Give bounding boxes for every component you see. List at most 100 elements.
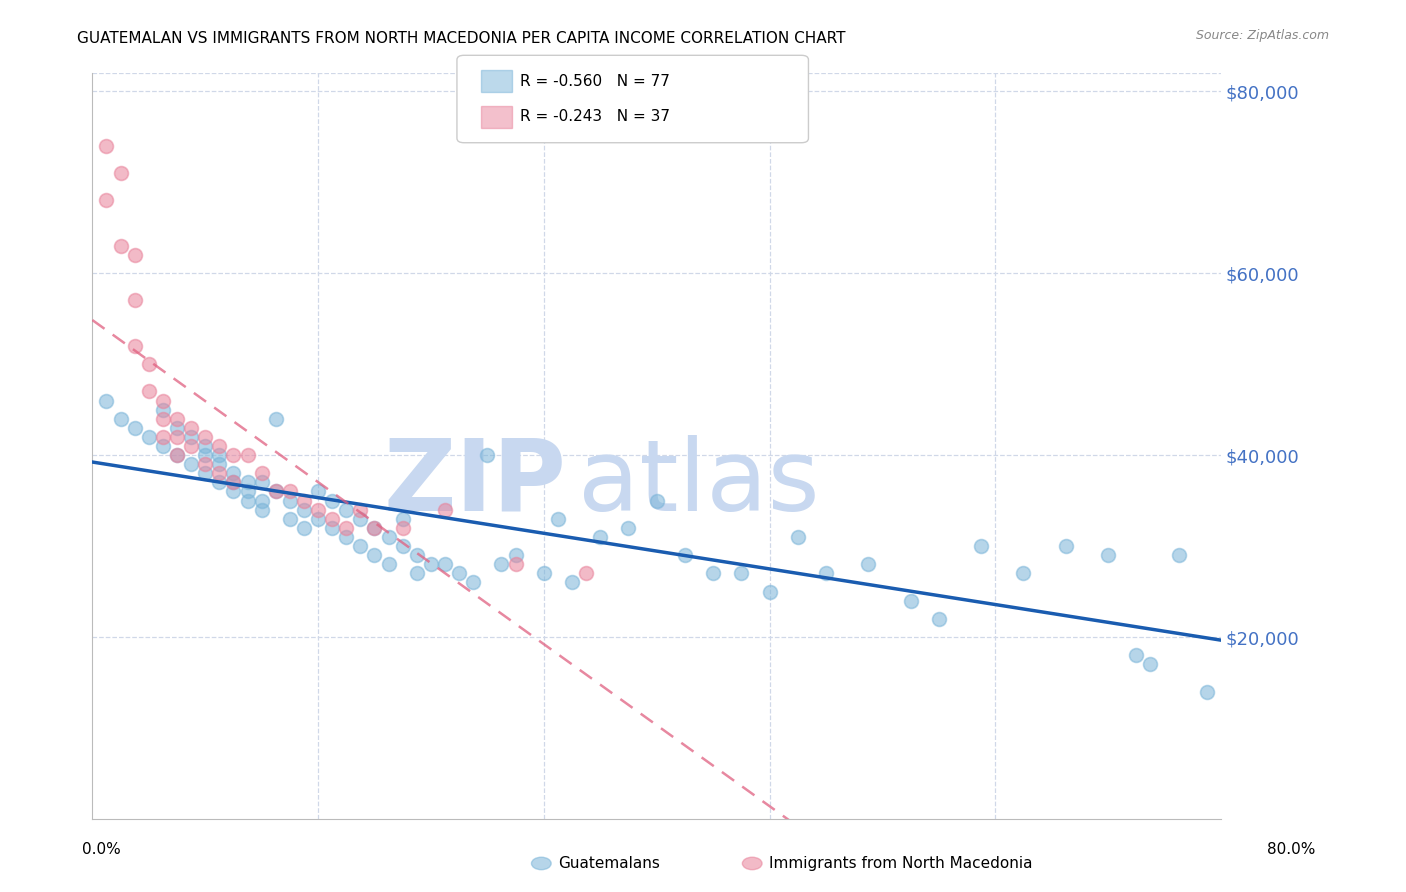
Point <box>928 612 950 626</box>
Point <box>152 393 174 408</box>
Text: Guatemalans: Guatemalans <box>558 856 659 871</box>
Point <box>363 521 385 535</box>
Point <box>138 357 160 371</box>
Point <box>152 411 174 425</box>
Point <box>180 457 202 471</box>
Point <box>110 239 132 253</box>
Point <box>166 421 188 435</box>
Point <box>561 575 583 590</box>
Point <box>180 421 202 435</box>
Point <box>124 421 146 435</box>
Point <box>405 566 427 581</box>
Point <box>152 430 174 444</box>
Point <box>222 467 245 481</box>
Point <box>533 566 555 581</box>
Point <box>575 566 598 581</box>
Point <box>278 512 301 526</box>
Point <box>96 393 118 408</box>
Point <box>264 484 287 499</box>
Point <box>124 248 146 262</box>
Point <box>419 558 441 572</box>
Point <box>208 457 231 471</box>
Point <box>434 502 457 516</box>
Point <box>208 439 231 453</box>
Point <box>673 548 696 562</box>
Point <box>278 484 301 499</box>
Point <box>152 439 174 453</box>
Point <box>166 448 188 462</box>
Point <box>250 467 273 481</box>
Point <box>264 411 287 425</box>
Point <box>786 530 808 544</box>
Point <box>180 430 202 444</box>
Point <box>152 402 174 417</box>
Point <box>1167 548 1189 562</box>
Point <box>363 548 385 562</box>
Point <box>236 493 259 508</box>
Point <box>236 475 259 490</box>
Point <box>194 457 217 471</box>
Point <box>1125 648 1147 663</box>
Point <box>166 448 188 462</box>
Point <box>377 530 399 544</box>
Point <box>505 548 527 562</box>
Point <box>1195 684 1218 698</box>
Text: GUATEMALAN VS IMMIGRANTS FROM NORTH MACEDONIA PER CAPITA INCOME CORRELATION CHAR: GUATEMALAN VS IMMIGRANTS FROM NORTH MACE… <box>77 31 846 46</box>
Point <box>307 502 329 516</box>
Point <box>222 475 245 490</box>
Point <box>124 339 146 353</box>
Text: ZIP: ZIP <box>384 434 567 532</box>
Point <box>222 475 245 490</box>
Point <box>405 548 427 562</box>
Text: atlas: atlas <box>578 434 820 532</box>
Point <box>96 194 118 208</box>
Point <box>970 539 993 553</box>
Point <box>349 512 371 526</box>
Point <box>477 448 499 462</box>
Point <box>1097 548 1119 562</box>
Point <box>208 467 231 481</box>
Point <box>292 493 315 508</box>
Point <box>758 584 780 599</box>
Point <box>110 411 132 425</box>
Point <box>138 384 160 399</box>
Point <box>391 539 413 553</box>
Point <box>702 566 724 581</box>
Point <box>349 502 371 516</box>
Point <box>547 512 569 526</box>
Point <box>236 448 259 462</box>
Point <box>349 539 371 553</box>
Point <box>491 558 513 572</box>
Point <box>194 467 217 481</box>
Point <box>307 484 329 499</box>
Point <box>250 502 273 516</box>
Point <box>814 566 837 581</box>
Point <box>194 439 217 453</box>
Point <box>645 493 668 508</box>
Point <box>1054 539 1077 553</box>
Point <box>449 566 471 581</box>
Point <box>391 512 413 526</box>
Point <box>900 593 922 607</box>
Point <box>321 521 343 535</box>
Point <box>730 566 752 581</box>
Point <box>858 558 880 572</box>
Point <box>180 439 202 453</box>
Point <box>589 530 612 544</box>
Point <box>124 293 146 308</box>
Text: R = -0.560   N = 77: R = -0.560 N = 77 <box>520 74 671 88</box>
Point <box>292 502 315 516</box>
Point <box>307 512 329 526</box>
Point <box>208 448 231 462</box>
Text: R = -0.243   N = 37: R = -0.243 N = 37 <box>520 110 671 124</box>
Point <box>1012 566 1035 581</box>
Point <box>321 493 343 508</box>
Text: Source: ZipAtlas.com: Source: ZipAtlas.com <box>1195 29 1329 42</box>
Point <box>292 521 315 535</box>
Point <box>321 512 343 526</box>
Point <box>391 521 413 535</box>
Point <box>335 521 357 535</box>
Point <box>194 448 217 462</box>
Point <box>222 484 245 499</box>
Point <box>264 484 287 499</box>
